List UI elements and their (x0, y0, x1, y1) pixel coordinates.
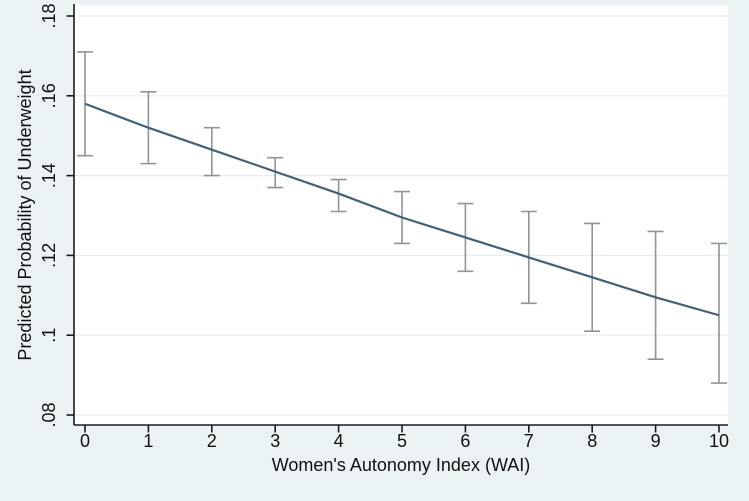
x-tick-label: 5 (397, 431, 407, 451)
x-tick-label: 4 (334, 431, 344, 451)
x-tick-label: 7 (524, 431, 534, 451)
y-axis-title: Predicted Probability of Underweight (15, 69, 35, 360)
x-axis-title: Women's Autonomy Index (WAI) (272, 455, 531, 475)
fit-line (84, 102, 720, 317)
x-tick-label: 6 (460, 431, 470, 451)
plot-background (74, 5, 728, 425)
x-tick-label: 1 (143, 431, 153, 451)
error-bar (203, 126, 220, 177)
x-tick-label: 9 (651, 431, 661, 451)
x-tick-label: 10 (709, 431, 729, 451)
y-tick-label: .12 (39, 243, 59, 268)
y-tick-label: .1 (39, 328, 59, 343)
x-tick-label: 0 (80, 431, 90, 451)
x-tick-label: 8 (587, 431, 597, 451)
error-bar (330, 178, 347, 213)
error-bar (647, 230, 664, 360)
x-tick-label: 2 (207, 431, 217, 451)
y-tick-label: .14 (39, 163, 59, 188)
x-tick-label: 3 (270, 431, 280, 451)
error-bar (711, 242, 727, 384)
y-tick-label: .16 (39, 83, 59, 108)
y-tick-label: .18 (39, 3, 59, 28)
y-tick-label: .08 (39, 402, 59, 427)
